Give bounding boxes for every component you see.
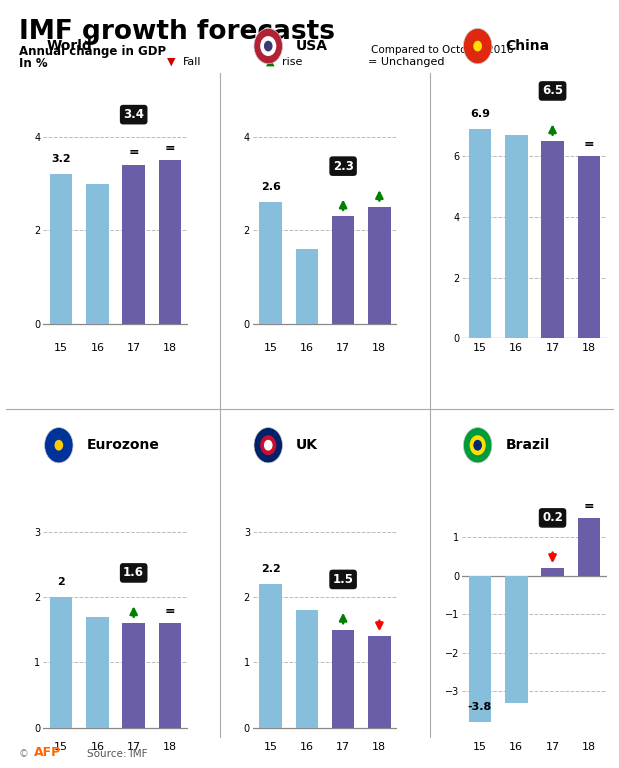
Text: World: World xyxy=(46,39,92,53)
Bar xyxy=(296,610,318,727)
Text: 2.3: 2.3 xyxy=(332,160,353,173)
Bar xyxy=(86,617,109,727)
Bar xyxy=(158,161,181,324)
Bar xyxy=(123,165,145,324)
Text: 1.5: 1.5 xyxy=(332,573,353,586)
Text: China: China xyxy=(506,39,550,53)
Bar xyxy=(368,636,391,727)
Text: Brazil: Brazil xyxy=(506,439,550,452)
Text: 6.9: 6.9 xyxy=(470,109,490,119)
Bar xyxy=(259,203,282,324)
Text: ▼: ▼ xyxy=(167,57,176,67)
Bar xyxy=(259,584,282,727)
Bar xyxy=(158,623,181,727)
Text: ©: © xyxy=(19,749,28,759)
Text: ▲: ▲ xyxy=(266,57,275,67)
Bar xyxy=(578,518,600,576)
Bar xyxy=(50,174,72,324)
Text: 0.2: 0.2 xyxy=(542,511,563,525)
Bar xyxy=(469,129,491,338)
Text: =: = xyxy=(584,499,594,512)
Bar xyxy=(505,135,527,338)
Bar xyxy=(469,576,491,722)
Text: Compared to October 2016: Compared to October 2016 xyxy=(371,45,514,55)
Text: In %: In % xyxy=(19,57,47,70)
Text: =: = xyxy=(128,146,139,159)
Text: 3.2: 3.2 xyxy=(51,154,71,164)
Text: = Unchanged: = Unchanged xyxy=(368,57,445,67)
Text: -3.8: -3.8 xyxy=(468,702,492,712)
Bar xyxy=(505,576,527,703)
Text: USA: USA xyxy=(296,39,328,53)
Text: Eurozone: Eurozone xyxy=(87,439,160,452)
Text: =: = xyxy=(584,137,594,151)
Text: 2: 2 xyxy=(58,577,65,587)
Text: IMF growth forecasts: IMF growth forecasts xyxy=(19,19,335,45)
Bar xyxy=(86,184,109,324)
Text: 3.4: 3.4 xyxy=(123,108,144,121)
Text: Fall: Fall xyxy=(183,57,201,67)
Bar xyxy=(123,623,145,727)
Bar xyxy=(296,249,318,324)
Text: Source: IMF: Source: IMF xyxy=(87,749,147,759)
Text: =: = xyxy=(165,604,175,617)
Bar xyxy=(332,630,354,727)
Bar xyxy=(332,217,354,324)
Bar xyxy=(541,141,564,338)
Text: 1.6: 1.6 xyxy=(123,567,144,579)
Text: 6.5: 6.5 xyxy=(542,84,563,98)
Text: UK: UK xyxy=(296,439,318,452)
Text: =: = xyxy=(165,141,175,154)
Bar xyxy=(50,597,72,727)
Text: rise: rise xyxy=(282,57,302,67)
Text: Annual change in GDP: Annual change in GDP xyxy=(19,45,166,58)
Bar xyxy=(578,157,600,338)
Text: 2.2: 2.2 xyxy=(261,564,280,574)
Bar xyxy=(368,207,391,324)
Text: AFP: AFP xyxy=(34,746,61,759)
Bar xyxy=(541,568,564,576)
Text: 2.6: 2.6 xyxy=(261,182,280,192)
